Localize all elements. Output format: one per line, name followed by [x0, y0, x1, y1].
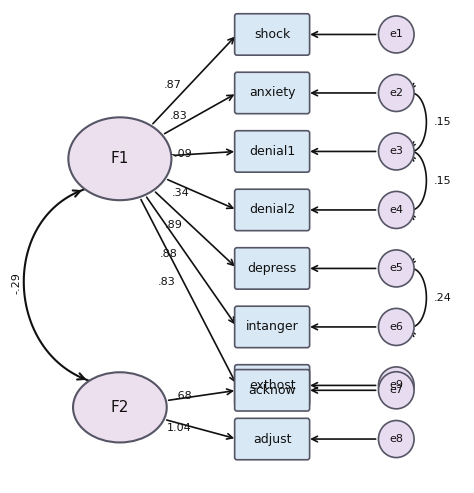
- Ellipse shape: [68, 117, 172, 200]
- FancyBboxPatch shape: [235, 72, 310, 114]
- Text: e1: e1: [389, 30, 403, 39]
- Text: denial2: denial2: [249, 204, 295, 216]
- Text: e6: e6: [389, 322, 403, 332]
- Circle shape: [378, 421, 414, 458]
- Circle shape: [378, 191, 414, 228]
- Text: e3: e3: [389, 146, 403, 156]
- Circle shape: [378, 309, 414, 346]
- Text: acknow: acknow: [248, 384, 296, 397]
- Text: e9: e9: [389, 381, 403, 390]
- Circle shape: [378, 367, 414, 404]
- Text: depress: depress: [247, 262, 297, 275]
- Text: .15: .15: [434, 176, 451, 186]
- Ellipse shape: [73, 372, 167, 442]
- Text: -.29: -.29: [12, 272, 22, 294]
- Text: e4: e4: [389, 205, 403, 215]
- Text: exthost: exthost: [249, 379, 295, 392]
- Circle shape: [378, 372, 414, 409]
- Circle shape: [378, 74, 414, 111]
- Text: shock: shock: [254, 28, 290, 41]
- FancyBboxPatch shape: [235, 14, 310, 55]
- Text: .89: .89: [165, 220, 182, 230]
- FancyBboxPatch shape: [235, 131, 310, 172]
- Text: F1: F1: [111, 151, 129, 166]
- FancyBboxPatch shape: [235, 247, 310, 289]
- Text: .34: .34: [171, 188, 189, 198]
- Text: -.09: -.09: [171, 149, 192, 159]
- Text: e7: e7: [389, 386, 403, 395]
- FancyBboxPatch shape: [235, 419, 310, 460]
- FancyBboxPatch shape: [235, 365, 310, 406]
- Text: e2: e2: [389, 88, 403, 98]
- Text: .88: .88: [160, 249, 178, 259]
- Text: .83: .83: [170, 111, 187, 121]
- Circle shape: [378, 250, 414, 287]
- Text: .87: .87: [164, 80, 181, 90]
- FancyBboxPatch shape: [235, 189, 310, 231]
- Circle shape: [378, 133, 414, 170]
- Text: intanger: intanger: [246, 320, 299, 333]
- Text: F2: F2: [111, 400, 129, 415]
- Text: adjust: adjust: [253, 432, 292, 446]
- Text: denial1: denial1: [249, 145, 295, 158]
- Text: .15: .15: [434, 117, 451, 127]
- Text: .68: .68: [174, 391, 192, 401]
- FancyBboxPatch shape: [235, 370, 310, 411]
- Text: .83: .83: [157, 277, 175, 287]
- Text: e8: e8: [389, 434, 403, 444]
- Text: e5: e5: [389, 263, 403, 274]
- Circle shape: [378, 16, 414, 53]
- FancyBboxPatch shape: [235, 306, 310, 348]
- Text: .24: .24: [434, 293, 452, 303]
- Text: 1.04: 1.04: [166, 423, 191, 433]
- Text: anxiety: anxiety: [249, 86, 295, 100]
